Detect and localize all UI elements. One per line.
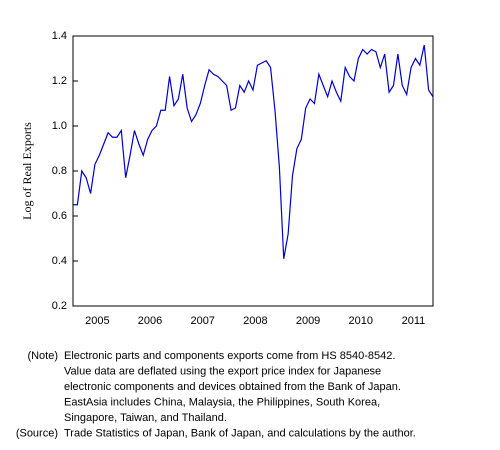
x-tick-label: 2010 <box>349 315 373 327</box>
note-text: Electronic parts and components exports … <box>64 350 395 362</box>
y-tick-label: 0.2 <box>52 300 67 312</box>
y-tick-label: 1.2 <box>52 75 67 87</box>
y-tick-label: 0.6 <box>52 210 67 222</box>
data-line <box>73 44 434 259</box>
note-text: Singapore, Taiwan, and Thailand. <box>64 412 227 424</box>
note-text: Trade Statistics of Japan, Bank of Japan… <box>64 427 416 439</box>
y-tick-label: 0.4 <box>52 255 67 267</box>
x-tick-label: 2007 <box>190 315 214 327</box>
y-tick-label: 0.8 <box>52 165 67 177</box>
note-text: EastAsia includes China, Malaysia, the P… <box>64 396 380 408</box>
y-tick-label: 1.4 <box>52 30 67 42</box>
note-label: (Note) <box>27 350 58 362</box>
y-axis-label: Log of Real Exports <box>20 122 34 220</box>
note-text: Value data are deflated using the export… <box>64 365 381 377</box>
x-tick-label: 2008 <box>243 315 267 327</box>
note-label: (Source) <box>16 427 58 439</box>
x-tick-label: 2009 <box>296 315 320 327</box>
y-tick-label: 1.0 <box>52 120 67 132</box>
x-tick-label: 2006 <box>138 315 162 327</box>
x-tick-label: 2005 <box>85 315 109 327</box>
x-tick-label: 2011 <box>402 315 426 327</box>
note-text: electronic components and devices obtain… <box>64 381 401 393</box>
